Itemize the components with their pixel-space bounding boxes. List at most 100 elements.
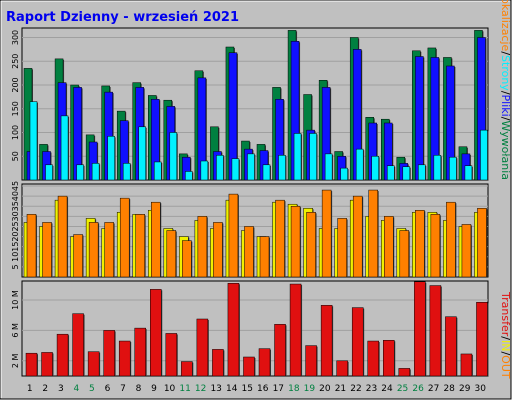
day-label: 16 (257, 384, 269, 394)
day-label: 3 (58, 384, 64, 394)
hits-files-pages-bar-strony (371, 156, 379, 181)
transfer-bar-transfer (243, 356, 255, 377)
visits-sites-bar-lokalizacje (119, 197, 130, 278)
transfer-bar-transfer (367, 340, 379, 377)
day-label: 28 (443, 384, 455, 394)
visits-sites-y-tick-label: 30 (11, 211, 20, 221)
visits-sites-y-tick-label: 5 (11, 264, 20, 269)
hits-files-pages-bar-pliki (415, 56, 424, 181)
day-label: 8 (136, 384, 142, 394)
hits-files-pages-bar-strony (262, 164, 271, 181)
visits-sites-y-tick-label: 10 (11, 252, 20, 262)
hits-files-pages-bar-strony (231, 158, 240, 181)
visits-sites-bar-lokalizacje (135, 214, 145, 278)
hits-files-pages-bar-strony (449, 156, 457, 181)
transfer-y-tick-label: 2 M (11, 353, 20, 368)
legend-part: IN (499, 340, 512, 351)
hits-files-pages-panel: 50 100 150 200 250 300 (11, 27, 489, 181)
day-label: 20 (319, 384, 331, 394)
day-label: 7 (120, 384, 126, 394)
hits-files-pages-bar-strony (293, 133, 302, 181)
visits-sites-bar-lokalizacje (151, 201, 161, 278)
transfer-bar-transfer (398, 368, 411, 377)
day-label: 1 (27, 384, 33, 394)
day-label: 10 (164, 384, 176, 394)
day-label: 25 (397, 384, 408, 394)
hits-files-pages-bar-strony (169, 132, 178, 181)
visits-sites-bar-lokalizacje (213, 222, 223, 278)
transfer-bar-transfer (118, 340, 131, 377)
day-label: 22 (350, 384, 361, 394)
hits-files-pages-bar-strony (185, 171, 193, 181)
transfer-bar-transfer (72, 313, 84, 377)
day-label: 6 (105, 384, 111, 394)
visits-sites-bar-lokalizacje (57, 195, 68, 278)
visits-sites-bar-lokalizacje (461, 224, 472, 278)
day-label: 13 (210, 384, 221, 394)
transfer-bar-transfer (181, 361, 193, 377)
visits-sites-bar-lokalizacje (430, 214, 441, 278)
visits-sites-bar-lokalizacje (259, 236, 270, 278)
day-label: 24 (381, 384, 393, 394)
visits-sites-bar-lokalizacje (88, 222, 99, 278)
day-label: 23 (366, 384, 377, 394)
day-label: 5 (89, 384, 95, 394)
visits-sites-y-tick-label: 40 (11, 191, 20, 201)
transfer-bar-transfer (212, 349, 224, 377)
visits-sites-bar-lokalizacje (197, 216, 208, 278)
hits-files-pages-bar-strony (154, 161, 162, 181)
transfer-y-tick-label: 10 M (11, 290, 20, 310)
hits-files-pages-bar-strony (355, 148, 364, 181)
chart-title: Raport Dzienny - wrzesień 2021 (6, 10, 239, 25)
visits-sites-bar-lokalizacje (104, 222, 114, 278)
day-label: 2 (42, 384, 48, 394)
transfer-bar-transfer (383, 340, 395, 377)
day-label: 4 (73, 384, 79, 394)
visits-sites-bar-lokalizacje (352, 195, 363, 278)
day-label: 15 (242, 384, 253, 394)
visits-sites-bar-lokalizacje (446, 201, 456, 278)
visits-sites-y-tick-label: 25 (11, 221, 20, 231)
day-axis-labels: 1 2 3 4 5 6 7 8 9 10 11 12 13 14 15 16 17 18 19 20 21 22 23 24 2… (27, 384, 486, 394)
transfer-bar-transfer (429, 285, 442, 377)
transfer-bar-transfer (87, 351, 100, 377)
day-label: 19 (304, 384, 316, 394)
hits-files-pages-bar-strony (91, 163, 100, 181)
transfer-bar-transfer (336, 360, 348, 377)
transfer-bar-transfer (56, 333, 69, 377)
transfer-bar-transfer (134, 327, 146, 377)
day-label: 29 (459, 384, 471, 394)
legend-part: Transfer (499, 291, 512, 337)
visits-sites-bar-lokalizacje (275, 199, 285, 278)
transfer-panel: 2 M 6 M 10 M (11, 280, 489, 377)
legend-part: Strony (499, 55, 512, 91)
transfer-bar-transfer (305, 345, 317, 377)
visits-sites-plot-area (21, 183, 489, 278)
day-label: 27 (428, 384, 439, 394)
hits-files-pages-bar-strony (387, 165, 395, 181)
day-label: 18 (288, 384, 300, 394)
legend-part: / (499, 51, 512, 55)
visits-sites-bar-lokalizacje (384, 216, 394, 278)
visits-sites-y-tick-label: 45 (11, 181, 20, 191)
hits-files-pages-bar-strony (216, 155, 224, 181)
hits-files-pages-y-tick-label: 50 (11, 151, 20, 161)
visits-sites-bar-lokalizacje (166, 230, 177, 278)
visits-sites-bar-lokalizacje (337, 218, 347, 278)
hits-files-pages-y-tick-label: 250 (11, 54, 20, 69)
transfer-bar-transfer (165, 333, 178, 377)
day-label: 26 (412, 384, 424, 394)
visits-sites-bar-lokalizacje (26, 214, 37, 278)
transfer-bar-transfer (258, 348, 271, 377)
transfer-y-tick-label: 6 M (11, 323, 20, 338)
hits-files-pages-y-tick-label: 100 (11, 125, 20, 140)
hits-files-pages-bar-strony (45, 164, 53, 181)
hits-files-pages-bar-strony (247, 153, 255, 181)
visits-sites-bar-lokalizacje (42, 222, 52, 278)
transfer-bar-transfer (150, 289, 162, 377)
hits-files-pages-plot-area (21, 27, 489, 181)
day-label: 14 (226, 384, 238, 394)
hits-files-pages-bar-strony (138, 126, 146, 181)
